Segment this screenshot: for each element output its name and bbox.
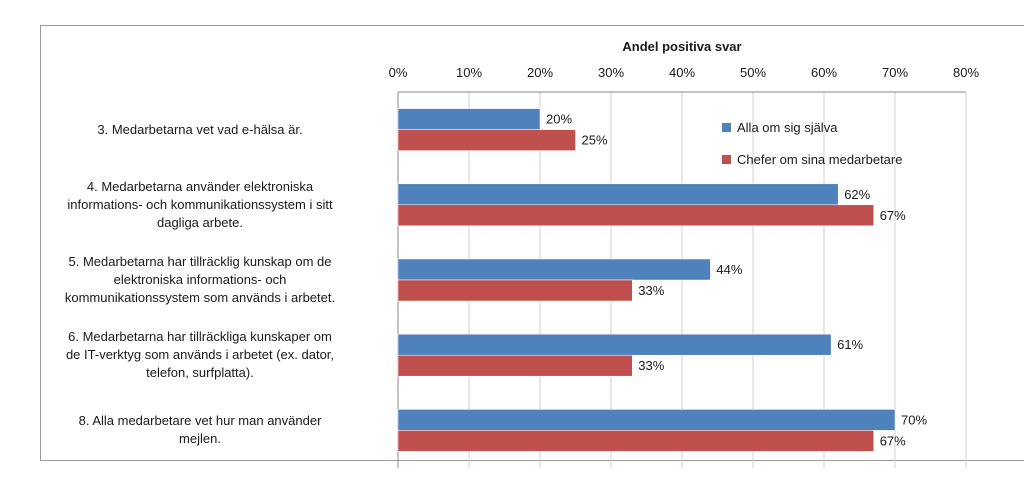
bar-series-2: [397, 279, 633, 302]
data-label: 61%: [837, 337, 863, 352]
x-tick-label: 50%: [740, 65, 766, 80]
legend-swatch-series-1: [722, 122, 731, 132]
legend-label-series-2: Chefer om sina medarbetare: [737, 151, 903, 167]
chart-frame: [40, 25, 1024, 461]
bar-series-2: [397, 430, 874, 452]
category-label: 8. Alla medarbetare vet hur man använder…: [20, 412, 380, 448]
x-tick-label: 80%: [953, 65, 979, 80]
legend-item-series-2: Chefer om sina medarbetare: [722, 150, 902, 168]
category-label: 6. Medarbetarna har tillräckliga kunskap…: [20, 328, 380, 382]
chart-title: Andel positiva svar: [622, 39, 741, 54]
bar-series-1: [397, 183, 839, 206]
legend-label-series-1: Alla om sig själva: [737, 119, 838, 135]
category-label-line: 8. Alla medarbetare vet hur man använder: [78, 413, 322, 429]
x-tick-label: 0%: [389, 65, 408, 80]
category-label-line: elektroniska informations- och: [113, 272, 287, 287]
bar-series-2: [397, 354, 633, 377]
x-tick-label: 70%: [882, 65, 908, 80]
data-label: 33%: [638, 358, 664, 373]
x-tick-label: 60%: [811, 65, 837, 80]
legend-item-series-1: Alla om sig själva: [722, 118, 902, 136]
x-tick-label: 10%: [456, 65, 482, 80]
category-label-line: kommunikationssystem som används i arbet…: [64, 290, 336, 305]
data-label: 20%: [546, 112, 572, 127]
x-tick-label: 20%: [527, 65, 553, 80]
x-tick-label: 40%: [669, 65, 695, 80]
legend-swatch-series-2: [722, 154, 731, 164]
category-label: 3. Medarbetarna vet vad e-hälsa är.: [20, 121, 380, 139]
bar-series-1: [397, 108, 541, 130]
data-label: 67%: [880, 208, 906, 223]
bar-series-2: [397, 129, 576, 151]
category-label-line: telefon, surfplatta).: [146, 365, 254, 381]
category-label-line: dagliga arbete.: [156, 214, 243, 230]
data-label: 67%: [880, 433, 906, 448]
bar-series-1: [397, 258, 711, 281]
category-label-line: informations- och kommunikationssystem i…: [67, 196, 333, 212]
category-label: 4. Medarbetarna använder elektroniska inf…: [20, 178, 380, 232]
category-label-line: de IT-verktyg som används i arbetet (ex.…: [65, 347, 335, 363]
category-label-line: 4. Medarbetarna använder elektroniska: [86, 178, 314, 194]
bar-series-2: [397, 204, 874, 227]
data-label: 70%: [901, 412, 927, 427]
data-label: 25%: [582, 133, 608, 148]
category-label: 5. Medarbetarna har tillräcklig kunskap …: [20, 253, 380, 307]
data-label: 33%: [638, 283, 664, 298]
category-label-line: 5. Medarbetarna har tillräcklig kunskap …: [68, 254, 332, 269]
data-label: 62%: [844, 187, 870, 202]
bar-series-1: [397, 409, 896, 431]
x-tick-label: 30%: [598, 65, 624, 80]
data-label: 44%: [716, 262, 742, 277]
category-label-line: 3. Medarbetarna vet vad e-hälsa är.: [97, 121, 303, 137]
bar-series-1: [397, 333, 832, 356]
category-label-line: 6. Medarbetarna har tillräckliga kunskap…: [68, 329, 332, 345]
legend: Alla om sig själva Chefer om sina medarb…: [722, 118, 902, 182]
category-label-line: mejlen.: [179, 431, 221, 447]
